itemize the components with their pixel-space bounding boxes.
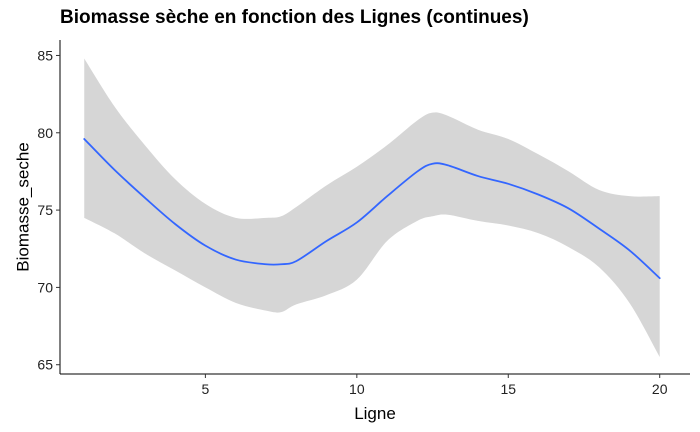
x-tick-label: 5 [201, 381, 209, 397]
y-tick-label: 65 [37, 357, 53, 373]
y-tick-label: 85 [37, 47, 53, 63]
smooth-trend-line [83, 138, 661, 280]
confidence-band [84, 58, 660, 357]
x-tick-label: 10 [349, 381, 365, 397]
y-tick-label: 70 [37, 279, 53, 295]
y-axis-title: Biomasse_seche [14, 142, 33, 271]
chart-title: Biomasse sèche en fonction des Lignes (c… [60, 7, 529, 28]
x-axis-title: Ligne [354, 404, 396, 423]
x-tick-label: 15 [500, 381, 516, 397]
x-tick-label: 20 [652, 381, 668, 397]
y-tick-label: 80 [37, 125, 53, 141]
y-tick-label: 75 [37, 202, 53, 218]
